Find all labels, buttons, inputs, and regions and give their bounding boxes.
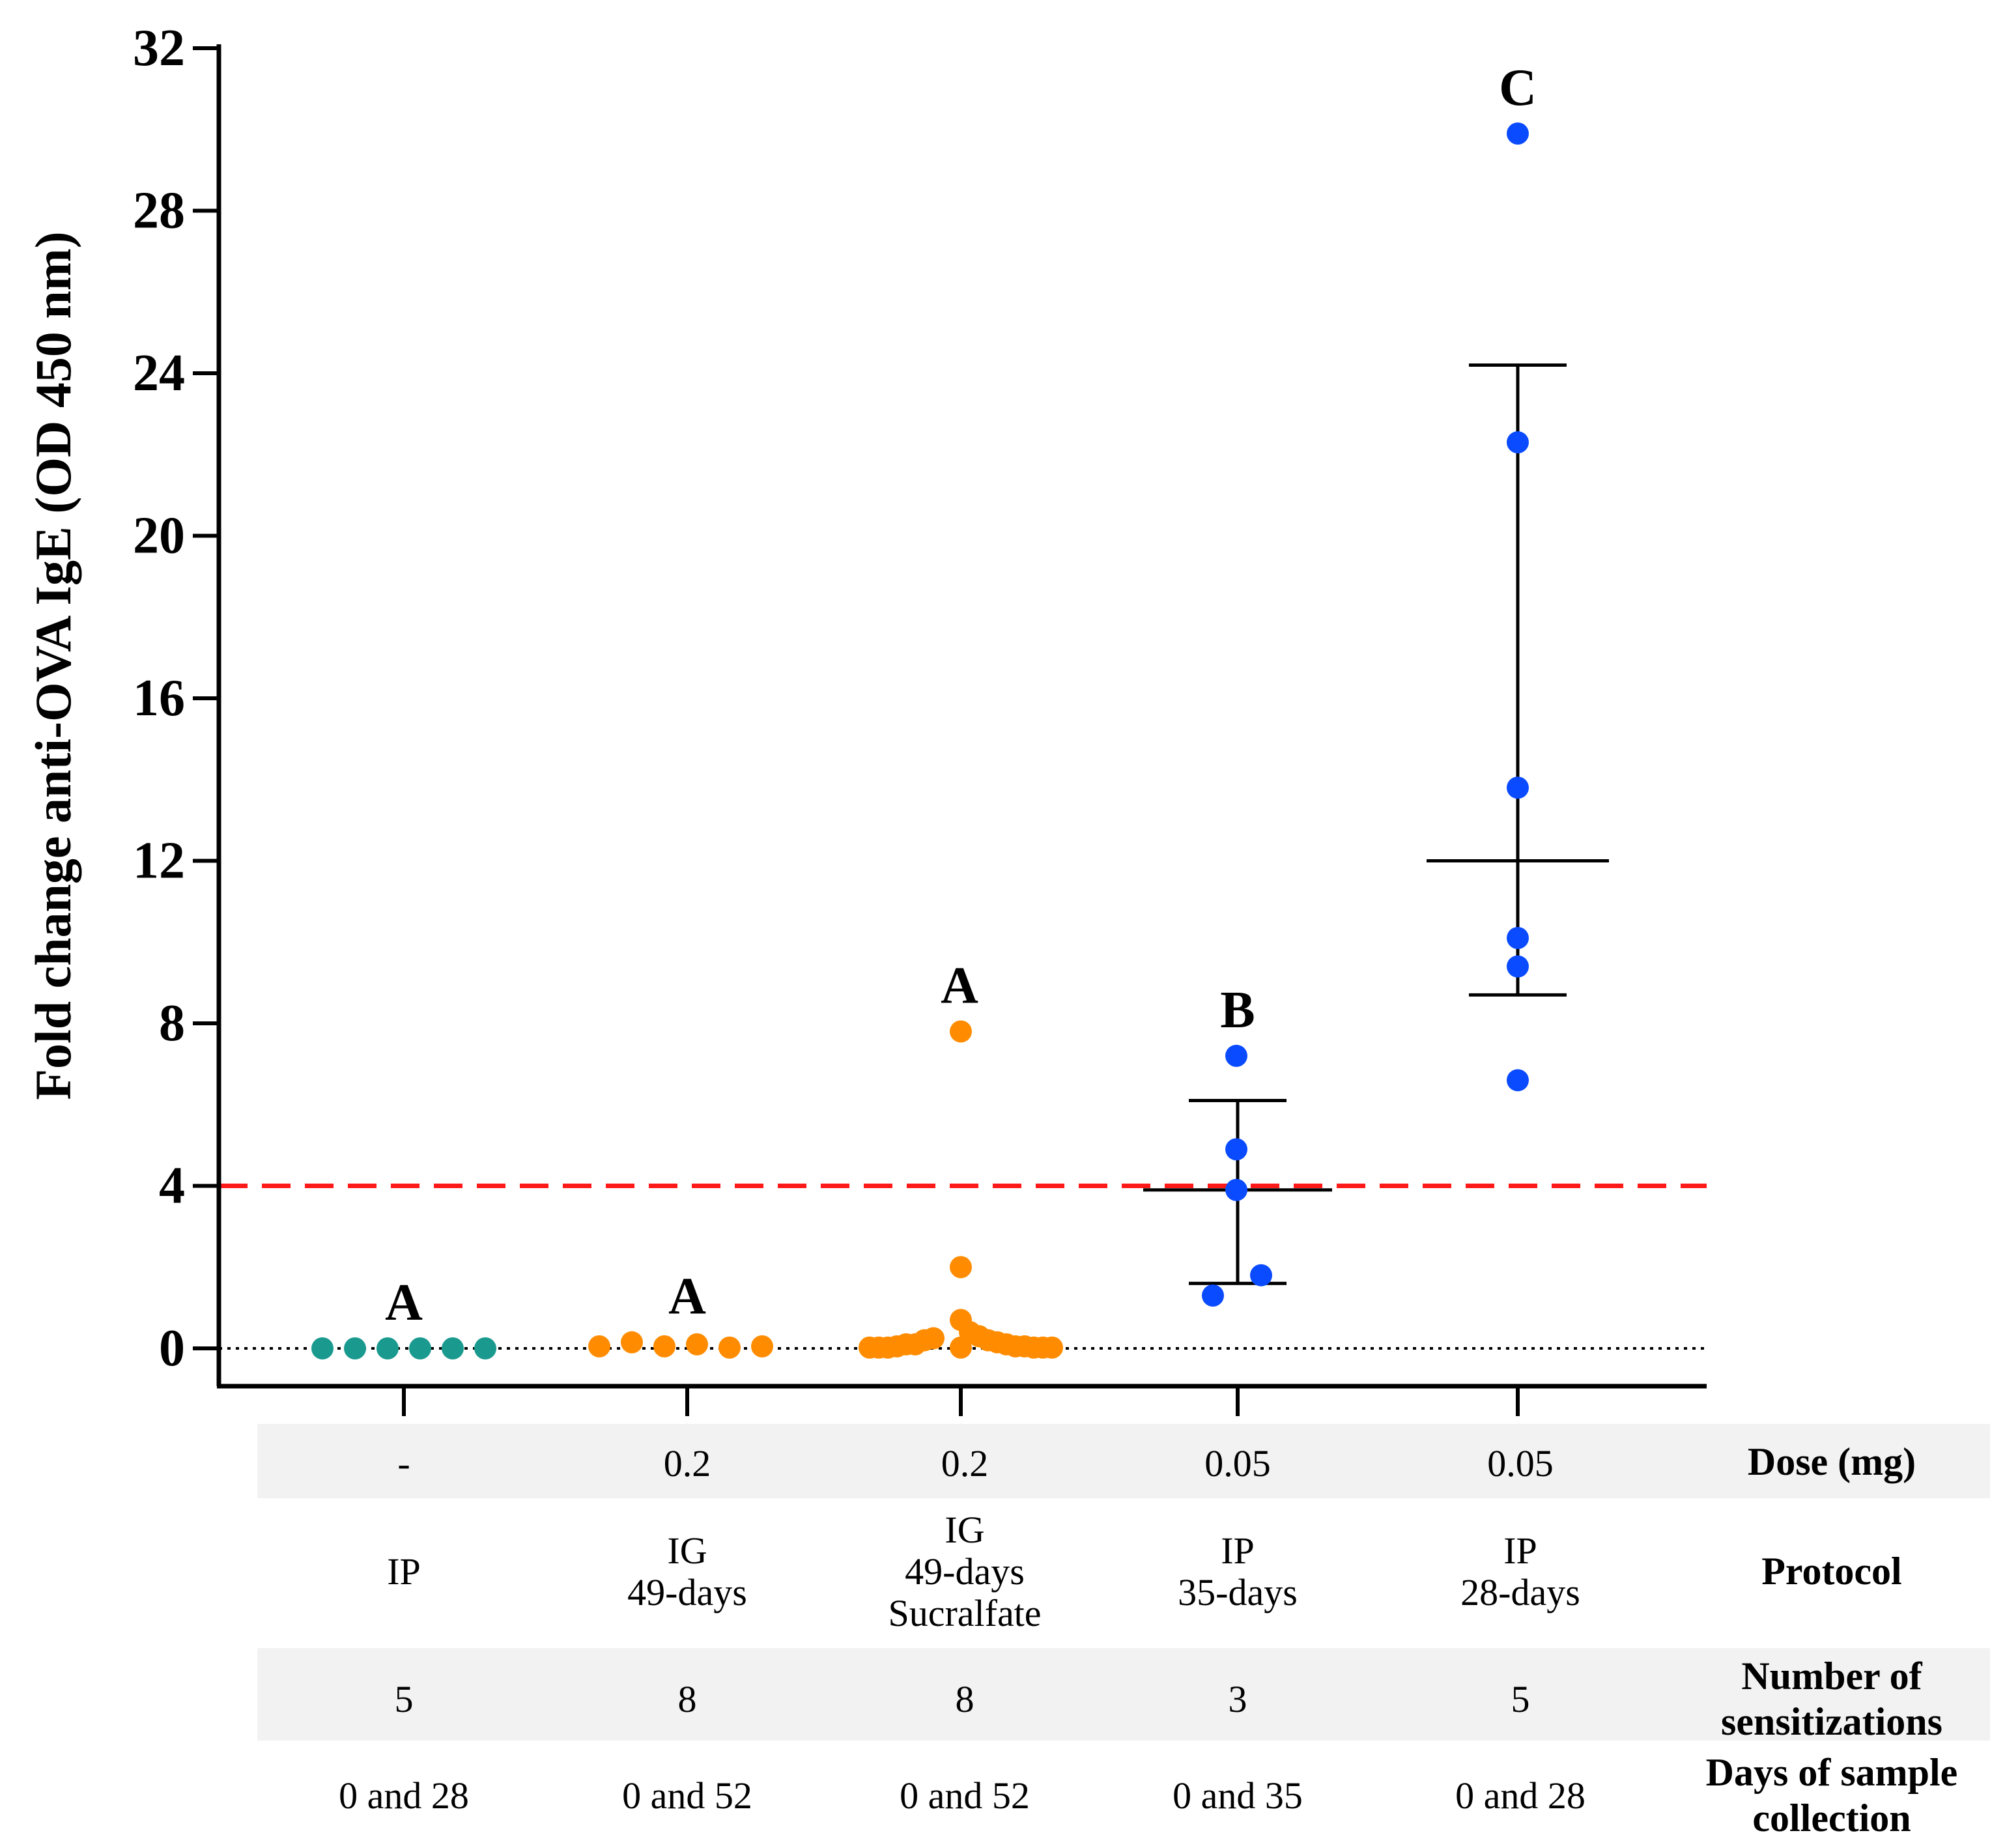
data-point (1507, 122, 1529, 145)
y-tick-label: 16 (133, 670, 185, 727)
days-cell: 0 and 52 (622, 1774, 752, 1817)
protocol-cell: IG (945, 1509, 984, 1551)
data-point (1507, 431, 1529, 454)
significance-letters: A A A B C (385, 59, 1537, 1331)
data-point (1225, 1178, 1247, 1201)
dose-cell: 0.05 (1204, 1442, 1271, 1485)
table-shade-row (257, 1424, 1990, 1498)
reference-lines (219, 1184, 1707, 1350)
protocol-cell: IP (1221, 1529, 1255, 1572)
data-point (859, 1336, 881, 1359)
protocol-cell: IP (387, 1550, 421, 1593)
y-ticks: 0 4 8 12 16 20 24 28 32 (133, 20, 219, 1377)
significance-letter: A (941, 957, 978, 1014)
days-cell: 0 and 28 (1455, 1774, 1586, 1817)
dose-cell: 0.2 (941, 1442, 989, 1485)
y-tick-label: 24 (133, 345, 185, 402)
data-points (311, 122, 1529, 1359)
protocol-cell: IG (667, 1529, 707, 1572)
data-point (1225, 1138, 1247, 1161)
sensitizations-cell: 3 (1229, 1678, 1247, 1720)
protocol-cell: 28-days (1460, 1571, 1580, 1613)
data-point (1507, 955, 1529, 978)
data-point (1507, 1069, 1529, 1092)
table-row-label: Days of sample (1706, 1751, 1958, 1794)
protocol-cell: 35-days (1178, 1571, 1298, 1613)
sensitizations-cell: 5 (395, 1678, 414, 1720)
y-tick-label: 8 (159, 995, 185, 1052)
data-point (1225, 1044, 1247, 1067)
dose-cell: - (397, 1442, 410, 1485)
data-point (442, 1337, 464, 1359)
days-cell: 0 and 28 (339, 1774, 469, 1817)
y-tick-label: 0 (159, 1320, 185, 1377)
y-tick-label: 12 (133, 832, 185, 890)
dose-cell: 0.2 (664, 1442, 711, 1485)
table-row-label: Protocol (1761, 1550, 1901, 1593)
y-tick-label: 32 (133, 20, 185, 77)
y-tick-label: 20 (133, 507, 185, 565)
y-tick-label: 4 (159, 1158, 185, 1215)
protocol-cell: IP (1503, 1529, 1537, 1572)
data-point (1507, 776, 1529, 799)
axes (216, 44, 1707, 1416)
data-point (1250, 1264, 1272, 1286)
dose-cell: 0.05 (1487, 1442, 1554, 1485)
data-point (1507, 927, 1529, 950)
table-shade-row (257, 1648, 1990, 1741)
sensitizations-cell: 8 (956, 1678, 974, 1720)
table-row-label: Dose (mg) (1748, 1440, 1916, 1483)
data-point (686, 1333, 708, 1356)
data-point (718, 1336, 741, 1359)
data-point (1202, 1284, 1224, 1307)
data-point (950, 1336, 972, 1359)
table-row-label: Number of (1741, 1655, 1922, 1698)
data-point (950, 1020, 972, 1043)
data-point (344, 1337, 366, 1359)
data-point (1041, 1336, 1063, 1359)
error-bars (1143, 363, 1609, 1285)
sensitizations-cell: 8 (678, 1678, 697, 1720)
data-point (621, 1331, 643, 1354)
table-row-label: sensitizations (1721, 1700, 1942, 1743)
significance-letter: B (1220, 982, 1255, 1039)
data-point (409, 1337, 431, 1359)
table-row-label: collection (1752, 1797, 1911, 1840)
protocol-cell: 49-days (627, 1571, 747, 1613)
protocol-cell: 49-days (905, 1550, 1025, 1593)
data-point (588, 1335, 610, 1358)
data-point (751, 1335, 773, 1358)
table-background (257, 1424, 1990, 1741)
y-axis-label: Fold change anti-OVA IgE (OD 450 nm) (25, 231, 81, 1100)
data-point (653, 1335, 675, 1358)
y-tick-label: 28 (133, 182, 185, 240)
days-cell: 0 and 52 (900, 1774, 1030, 1817)
days-cell: 0 and 35 (1173, 1774, 1303, 1817)
data-point (377, 1337, 399, 1359)
sensitizations-cell: 5 (1511, 1678, 1530, 1720)
protocol-cell: Sucralfate (888, 1592, 1041, 1634)
significance-letter: A (385, 1274, 423, 1331)
significance-letter: A (668, 1268, 706, 1326)
significance-letter: C (1499, 59, 1537, 117)
data-point (474, 1337, 496, 1359)
data-point (311, 1337, 334, 1359)
data-point (950, 1256, 972, 1279)
